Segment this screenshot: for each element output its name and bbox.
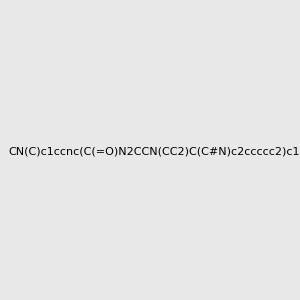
Text: CN(C)c1ccnc(C(=O)N2CCN(CC2)C(C#N)c2ccccc2)c1: CN(C)c1ccnc(C(=O)N2CCN(CC2)C(C#N)c2ccccc… [8,146,299,157]
